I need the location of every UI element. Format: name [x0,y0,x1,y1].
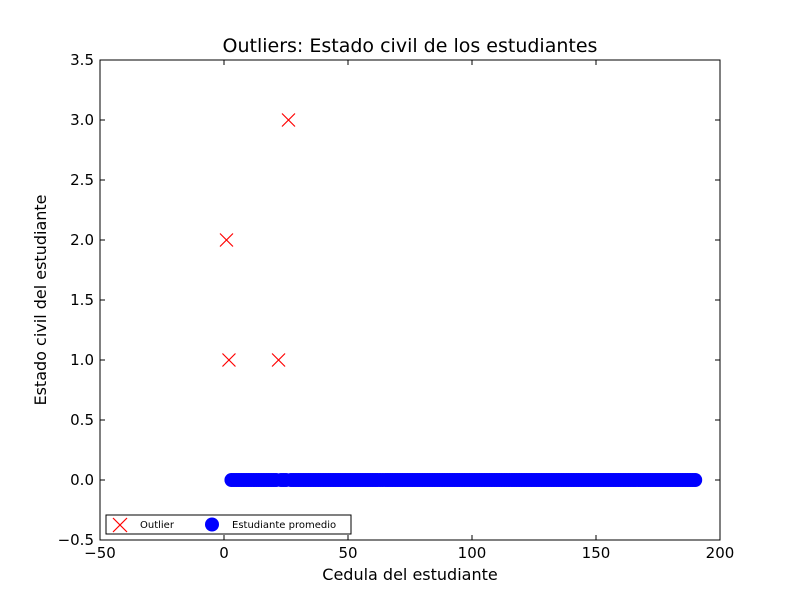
x-axis-label: Cedula del estudiante [322,565,497,584]
x-tick-label: 200 [706,544,735,562]
x-tick-label: 100 [458,544,487,562]
data-point-outlier [222,353,236,367]
legend-box [105,514,352,535]
y-tick-label: 3.0 [70,111,94,129]
y-tick-label: −0.5 [58,531,94,549]
legend-outlier-icon [112,517,128,533]
y-tick-label: 1.0 [70,351,94,369]
axes: −50 0 50 100 150 200 −0.5 0.0 0.5 1.0 1.5 2.0 2.5 3.0… [58,51,735,562]
y-axis-label: Estado civil del estudiante [31,194,50,405]
legend-student-icon [205,517,219,532]
y-tick-label: 0.0 [70,471,94,489]
data-point-estudiante [688,473,703,487]
y-tick-label: 2.0 [70,231,94,249]
x-tick-label: −50 [84,544,116,562]
data-point-outlier [219,233,234,247]
legend: Outlier Estudiante promedio [105,514,352,535]
y-tick-label: 1.5 [70,291,94,309]
x-tick-label: 50 [338,544,357,562]
x-tick-label: 150 [582,544,611,562]
legend-label-outlier: Outlier [140,520,175,531]
chart-title: Outliers: Estado civil de los estudiante… [223,35,598,57]
x-tick-label: 0 [219,544,229,562]
y-tick-label: 2.5 [70,171,94,189]
y-tick-label: 3.5 [70,51,94,69]
legend-label-student: Estudiante promedio [232,520,336,531]
y-tick-label: 0.5 [70,411,94,429]
data-point-outlier [271,353,286,367]
plot-area [219,113,703,487]
data-point-outlier [281,113,296,127]
